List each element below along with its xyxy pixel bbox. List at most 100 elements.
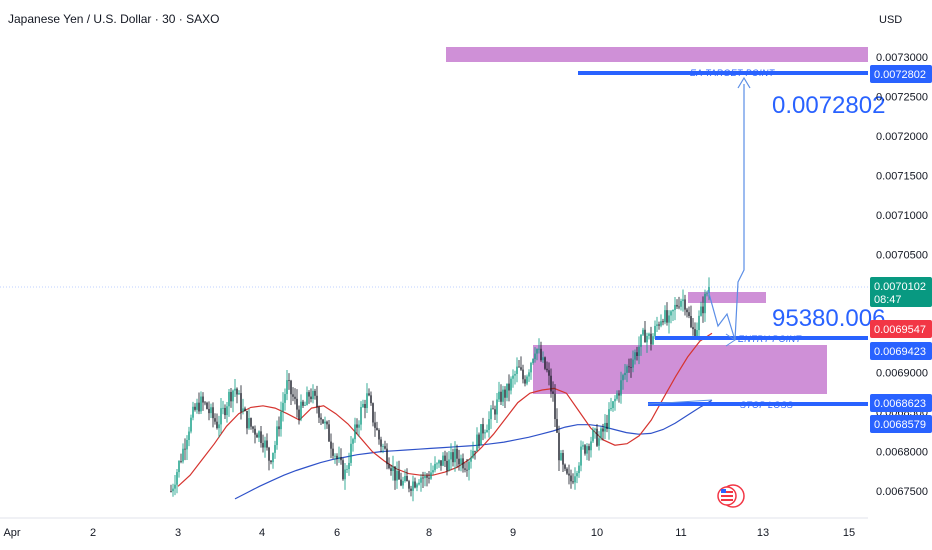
- candle-body: [434, 463, 436, 471]
- candle-body: [584, 445, 586, 454]
- candle-body: [268, 447, 270, 461]
- candle-body: [698, 315, 700, 331]
- candle-body: [216, 421, 218, 429]
- price-tag[interactable]: [870, 65, 932, 83]
- candle-body: [650, 333, 652, 345]
- x-axis-ticks: Apr 2 3 4 6 8 9 10 11 13 15: [3, 527, 855, 539]
- candle-body: [532, 358, 534, 363]
- candle-body: [388, 464, 390, 469]
- candle-body: [598, 438, 600, 446]
- price-axis[interactable]: [868, 0, 932, 550]
- candle-body: [490, 408, 492, 420]
- candle-body: [272, 452, 274, 463]
- candle-body: [428, 477, 430, 479]
- candle-body: [704, 293, 706, 314]
- candle-body: [238, 393, 240, 395]
- candle-body: [594, 428, 596, 430]
- candle-body: [382, 446, 384, 447]
- candle-body: [310, 396, 312, 400]
- us-flag-icon[interactable]: [717, 484, 745, 508]
- candle-body: [526, 376, 528, 384]
- candle-body: [174, 484, 176, 489]
- candle-body: [440, 460, 442, 466]
- candle-body: [338, 457, 340, 459]
- candle-body: [536, 349, 538, 354]
- candle-body: [620, 380, 622, 396]
- candle-body: [438, 460, 440, 464]
- candle-body: [324, 421, 326, 424]
- candle-body: [674, 304, 676, 311]
- candle-body: [262, 443, 264, 448]
- candle-body: [200, 396, 202, 412]
- candle-body: [270, 460, 272, 463]
- candle-body: [212, 407, 214, 419]
- candle-body: [386, 448, 388, 465]
- price-tag[interactable]: [870, 415, 932, 433]
- price-tag[interactable]: [870, 277, 932, 307]
- candle-body: [580, 446, 582, 466]
- candles: [170, 277, 710, 502]
- candle-body: [346, 469, 348, 470]
- candle-body: [414, 481, 416, 488]
- candle-body: [578, 465, 580, 474]
- candle-body: [502, 389, 504, 402]
- candle-body: [208, 408, 210, 414]
- candle-body: [656, 324, 658, 326]
- candle-body: [172, 488, 174, 492]
- price-tag[interactable]: [870, 394, 932, 412]
- candle-body: [264, 440, 266, 448]
- candle-body: [328, 424, 330, 442]
- candle-body: [354, 424, 356, 440]
- candle-body: [474, 450, 476, 452]
- candle-body: [708, 287, 710, 294]
- candle-body: [372, 403, 374, 423]
- candle-body: [276, 426, 278, 446]
- candle-body: [432, 470, 434, 473]
- target-label: EA TARGET POINT: [690, 68, 776, 78]
- ma-blue-line: [234, 399, 713, 500]
- candle-body: [340, 457, 342, 461]
- candle-body: [226, 406, 228, 416]
- candle-body: [318, 407, 320, 418]
- candle-body: [362, 403, 364, 408]
- candle-body: [220, 408, 222, 425]
- candle-body: [664, 310, 666, 323]
- candle-body: [446, 460, 448, 471]
- candle-body: [430, 472, 432, 479]
- candle-body: [476, 434, 478, 452]
- candle-body: [282, 402, 284, 412]
- candle-body: [184, 448, 186, 450]
- candle-body: [482, 424, 484, 434]
- candle-body: [260, 431, 262, 444]
- candle-body: [568, 473, 570, 476]
- currency-label: USD: [879, 14, 902, 26]
- candle-body: [522, 369, 524, 380]
- candle-body: [552, 391, 554, 394]
- candle-body: [658, 324, 660, 326]
- candle-body: [628, 366, 630, 368]
- candle-body: [296, 398, 298, 410]
- price-tag[interactable]: [870, 342, 932, 360]
- price-tag[interactable]: [870, 320, 932, 338]
- entry-zone[interactable]: [688, 292, 766, 303]
- candle-body: [612, 401, 614, 409]
- candle-body: [322, 419, 324, 424]
- candle-body: [298, 409, 300, 420]
- target-zone[interactable]: [446, 47, 868, 62]
- candle-body: [358, 424, 360, 428]
- price-tag-value: 0.0069547: [874, 324, 926, 336]
- candle-body: [542, 357, 544, 361]
- candle-body: [242, 408, 244, 412]
- candle-body: [480, 424, 482, 446]
- ma-red-line: [177, 332, 713, 487]
- candle-body: [444, 455, 446, 461]
- candle-body: [246, 410, 248, 429]
- candle-body: [202, 396, 204, 403]
- candle-body: [616, 393, 618, 399]
- candle-body: [400, 479, 402, 486]
- candle-body: [630, 367, 632, 368]
- candle-body: [410, 488, 412, 491]
- x-tick-label: 2: [90, 527, 96, 539]
- candle-body: [420, 477, 422, 483]
